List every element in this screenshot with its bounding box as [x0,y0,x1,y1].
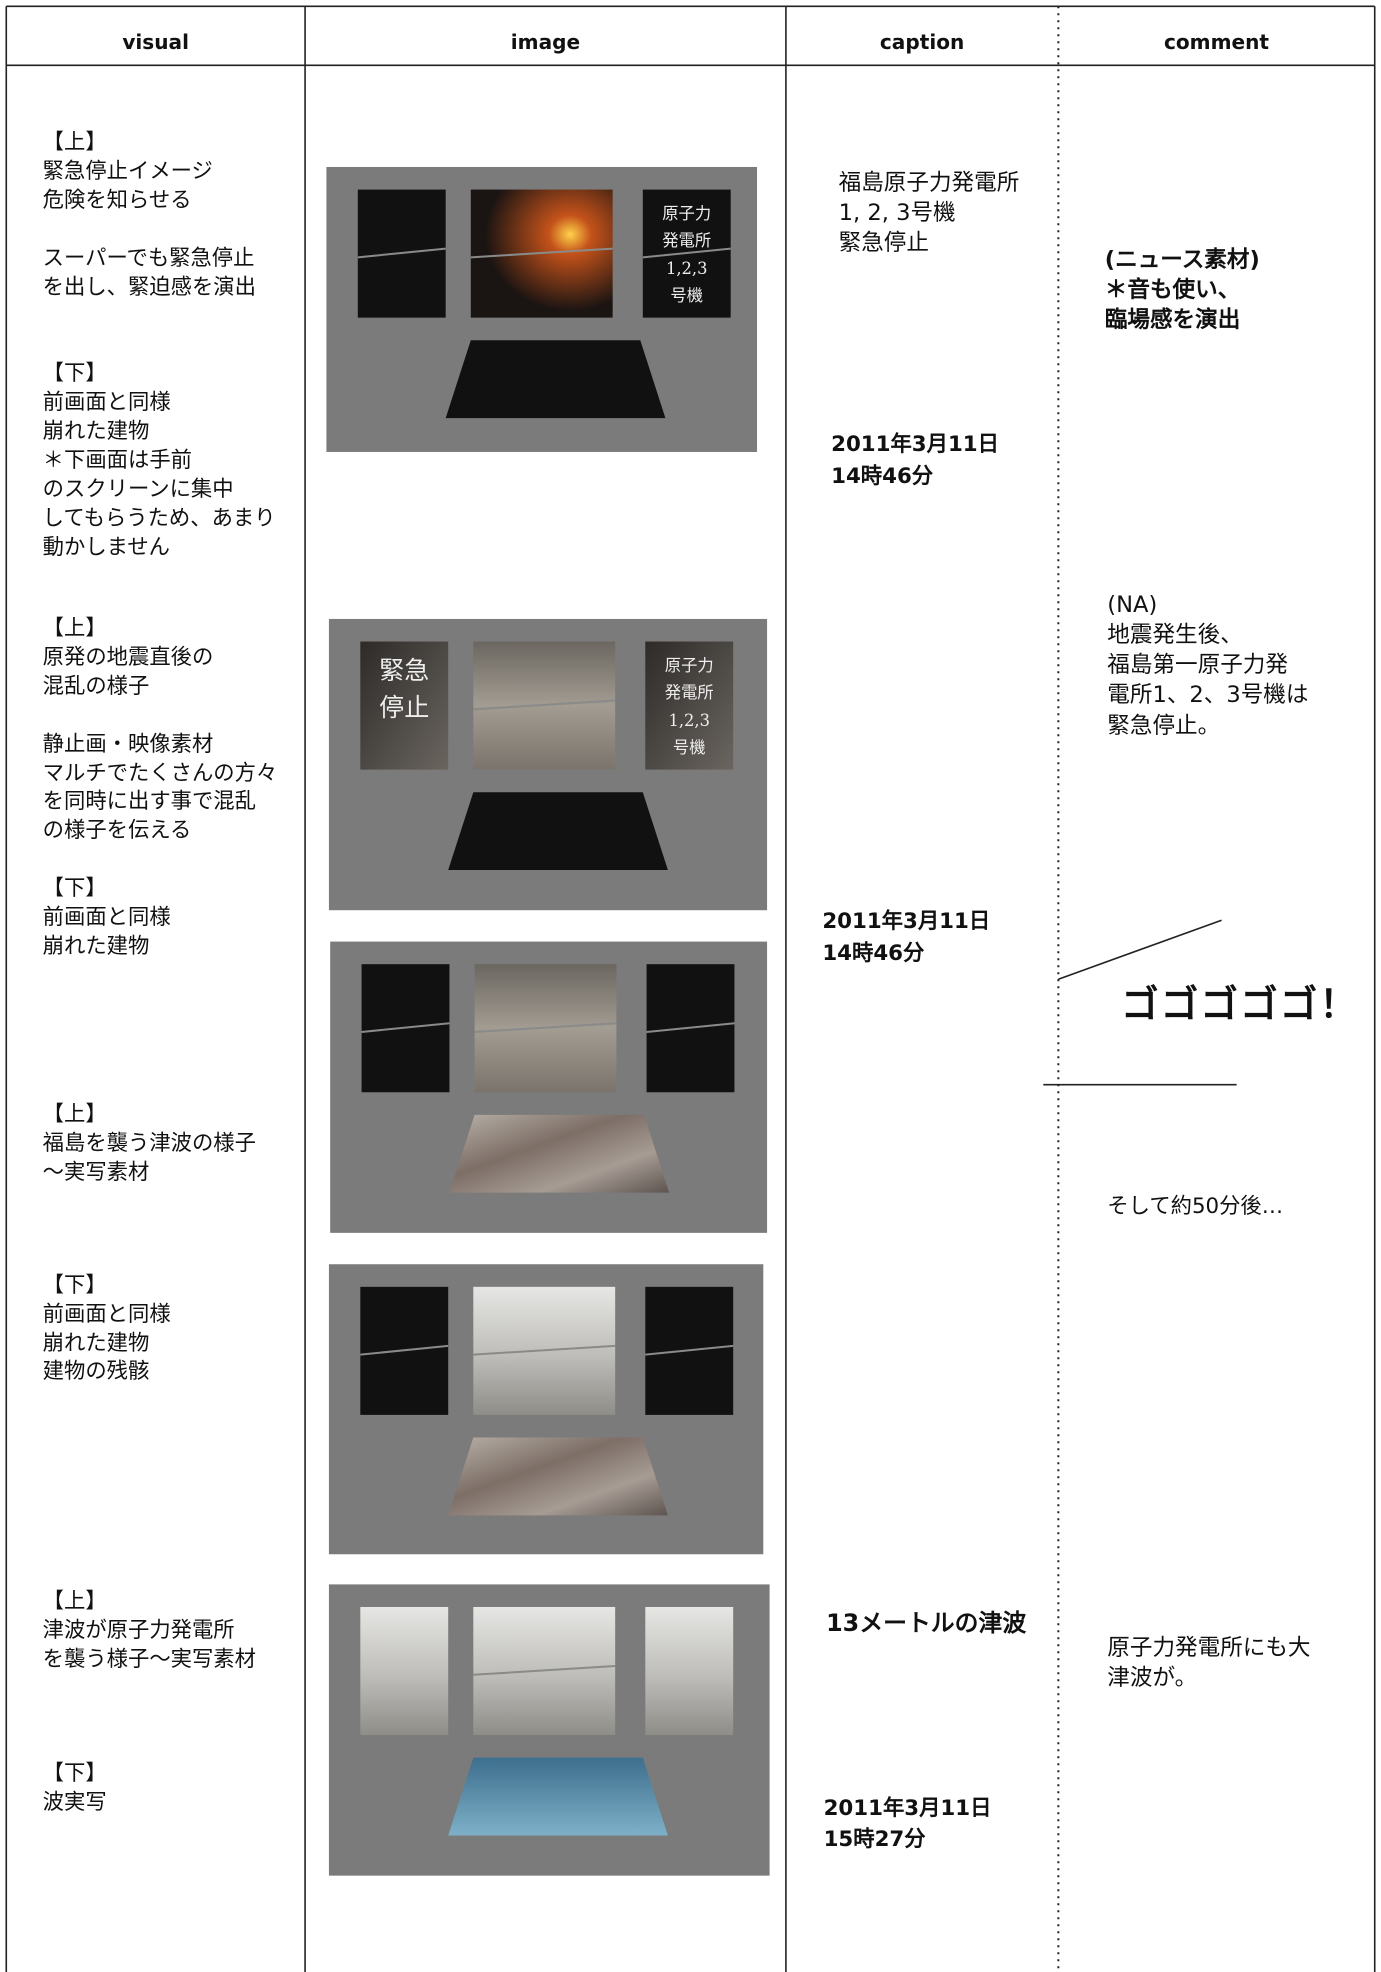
screen [645,1606,734,1736]
comment-text: (ニュース素材) ＊音も使い、 臨場感を演出 [1104,246,1260,334]
screen-seam [360,1344,449,1356]
screen-seam [645,1344,734,1356]
sound-effect: ゴゴゴゴゴ！ [1121,982,1360,1027]
visual-note: 【下】 前画面と同様 崩れた建物 ＊下画面は手前 のスクリーンに集中 してもらう… [42,361,276,560]
comment-text: (NA) 地震発生後、 福島第一原子力発 電所1、2、3号機は 緊急停止。 [1107,592,1309,739]
sfx-line [1058,919,1222,981]
screen-seam [473,1344,616,1356]
floor-screen [449,1114,670,1193]
column-header: comment [1163,29,1270,54]
visual-note: 【上】 原発の地震直後の 混乱の様子 静止画・映像素材 マルチでたくさんの方々 … [42,616,278,844]
visual-note: 【下】 波実写 [42,1761,107,1816]
floor-screen [448,792,668,871]
comment-text: そして約50分後… [1107,1193,1284,1219]
caption-text: 2011年3月11日 14時46分 [831,432,999,489]
visual-note: 【下】 前画面と同様 崩れた建物 建物の残骸 [42,1272,171,1385]
column-header: caption [879,29,965,54]
floor-screen [448,1437,668,1516]
column-header: image [510,29,581,54]
screen-seam [474,1022,617,1033]
comment-text: 原子力発電所にも大 津波が。 [1107,1635,1311,1692]
floor-screen [445,340,666,419]
visual-note: 【上】 福島を襲う津波の様子 ～実写素材 [42,1102,256,1185]
floor-screen [448,1757,668,1836]
caption-text: 福島原子力発電所 1, 2, 3号機 緊急停止 [838,170,1020,257]
caption-text: 13メートルの津波 [826,1609,1027,1638]
screen-seam [646,1022,735,1033]
caption-text: 2011年3月11日 15時27分 [823,1795,992,1853]
visual-note: 【下】 前画面と同様 崩れた建物 [42,876,171,959]
screen [360,1606,449,1736]
column-header: visual [122,29,189,54]
caption-text: 2011年3月11日 14時46分 [822,909,991,966]
screen-seam [470,247,613,259]
screen-text: 緊急 停止 [379,655,430,723]
screen-seam [642,247,731,259]
screen-seam [357,247,446,259]
visual-note: 【上】 緊急停止イメージ 危険を知らせる スーパーでも緊急停止 を出し、緊迫感を… [42,130,256,300]
screen-seam [361,1022,450,1033]
visual-note: 【上】 津波が原子力発電所 を襲う様子～実写素材 [42,1589,256,1672]
screen-seam [473,699,616,711]
screen-text: 原子力 発電所 1,2,3 号機 [662,203,712,306]
screen [360,641,449,770]
screen-text: 原子力 発電所 1,2,3 号機 [664,655,714,758]
screen [645,641,734,770]
screen-seam [473,1664,616,1676]
